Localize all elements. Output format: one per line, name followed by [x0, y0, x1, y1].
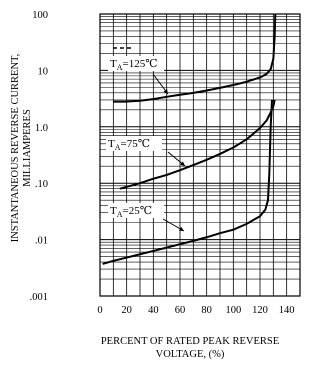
tick-labels: 0 20 40 60 80 100 120 140 100 10 1.0 .10 .01 .001: [30, 10, 295, 316]
y-tick-label: 100: [32, 10, 48, 21]
x-tick-label: 60: [175, 305, 186, 316]
y-axis-label-line-2: MILLIAMPERES: [22, 109, 33, 187]
series-label-arrowhead: [180, 161, 185, 166]
x-axis-label-line-2: VOLTAGE, (%): [156, 349, 225, 360]
series-label-arrowhead: [179, 226, 184, 231]
x-tick-label: 0: [97, 305, 102, 316]
x-tick-label: 20: [121, 305, 132, 316]
series-label-3: TA=25℃: [110, 205, 152, 219]
x-axis-label-line-1: PERCENT OF RATED PEAK REVERSE: [101, 336, 279, 347]
x-tick-label: 140: [279, 305, 295, 316]
series-label-1: TA=125℃: [110, 58, 158, 72]
x-tick-label: 40: [148, 305, 159, 316]
x-tick-label: 80: [201, 305, 212, 316]
x-tick-label: 100: [225, 305, 241, 316]
grid: [100, 14, 300, 296]
y-axis-label-line-1: INSTANTANEOUS REVERSE CURRENT,: [10, 54, 21, 243]
series-line-2: [119, 99, 276, 190]
series-label-2: TA=75℃: [108, 138, 150, 152]
series-layer: [102, 13, 277, 265]
y-tick-label: .001: [30, 292, 48, 303]
series-label-arrowhead: [163, 89, 168, 94]
series-line-1: [113, 13, 277, 103]
y-tick-label: 1.0: [35, 123, 48, 134]
series-line-3: [102, 99, 273, 265]
series-label-bg: [106, 136, 162, 151]
series-label-bg: [108, 203, 164, 218]
plot-frame: [99, 13, 301, 297]
series-labels: TA=125℃ TA=75℃ TA=25℃: [106, 47, 186, 232]
y-axis-label: INSTANTANEOUS REVERSE CURRENT, MILLIAMPE…: [10, 54, 33, 243]
y-tick-label: .01: [35, 236, 48, 247]
series-label-bg: [108, 56, 164, 71]
y-tick-label: 10: [38, 66, 49, 77]
x-tick-label: 120: [252, 305, 268, 316]
y-tick-label: .10: [35, 179, 48, 190]
